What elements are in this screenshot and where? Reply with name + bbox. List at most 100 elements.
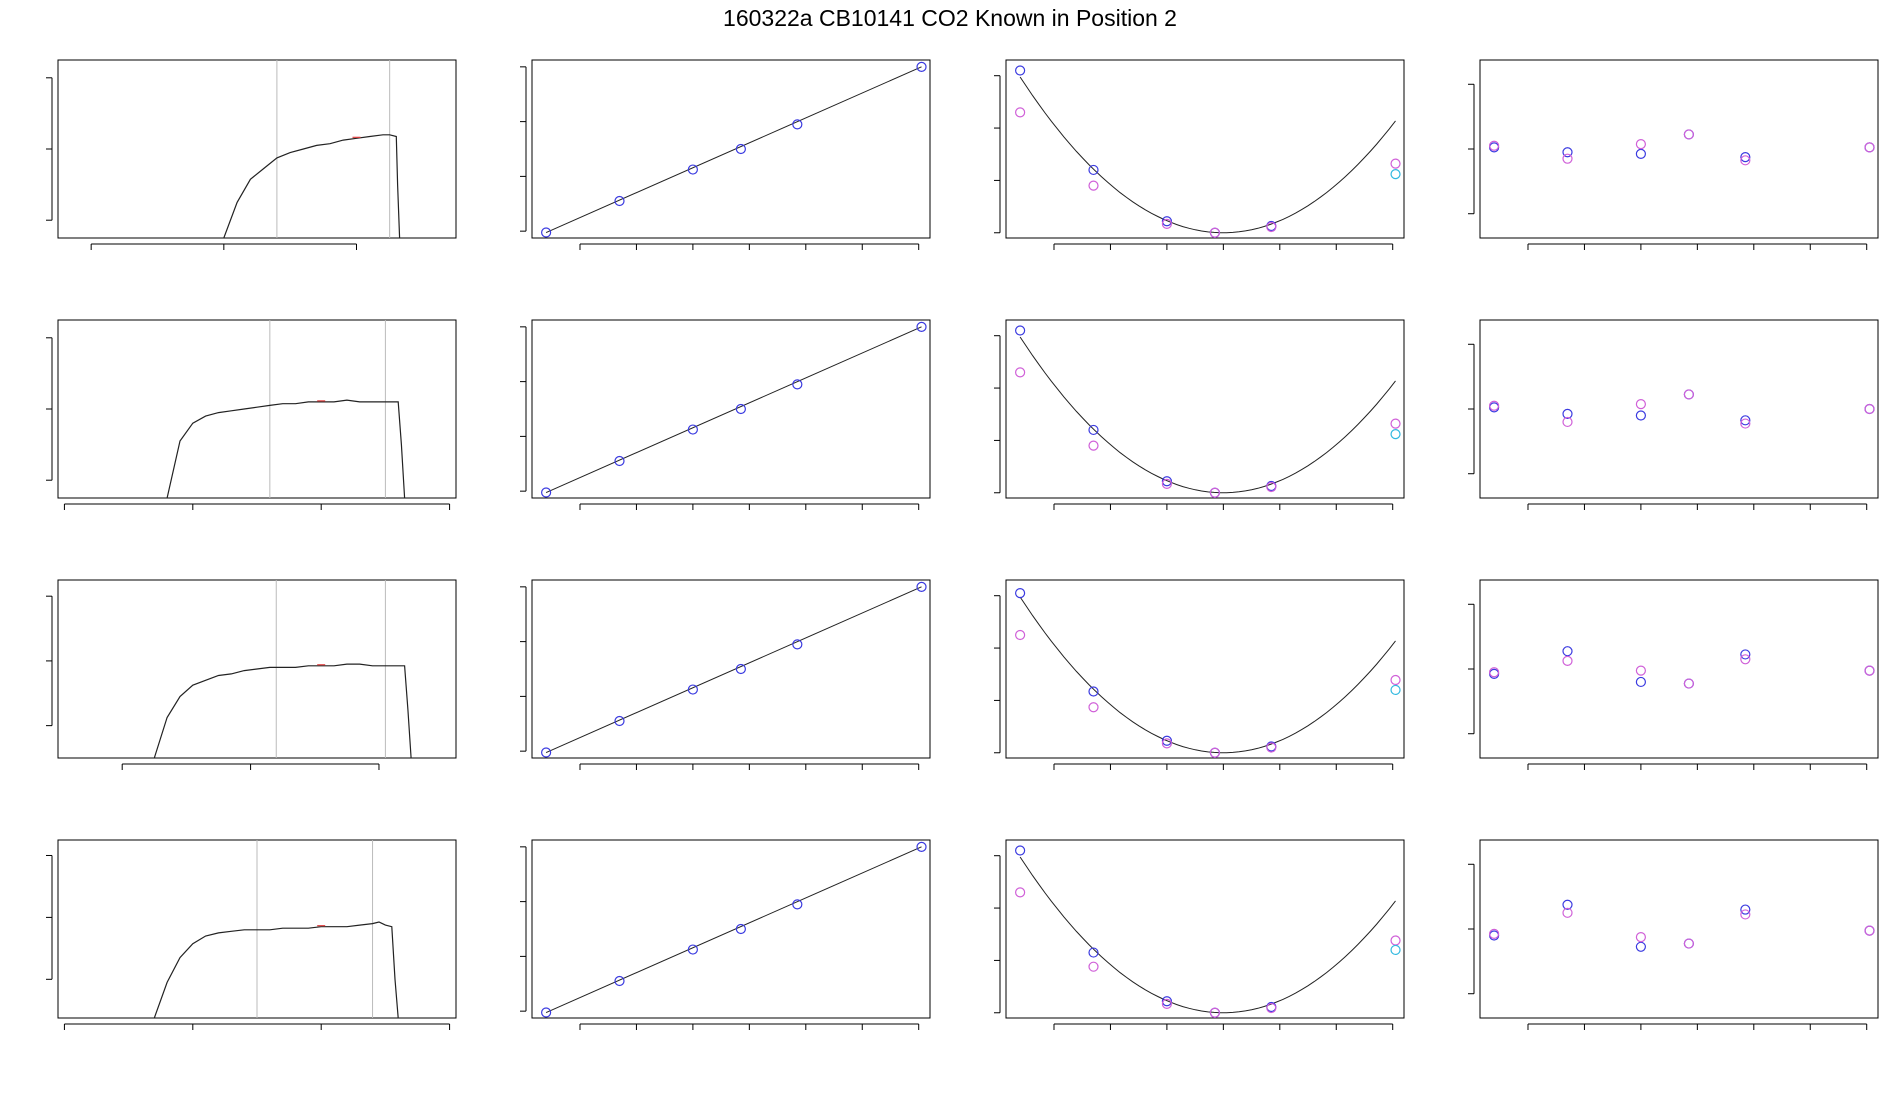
- data-point-known: [687, 684, 698, 695]
- data-point-known: [1740, 151, 1751, 163]
- panel-13: [1468, 59, 1879, 250]
- data-layer: [1019, 596, 1396, 754]
- data-point-alt: [1562, 416, 1573, 428]
- data-point-alt: [1864, 403, 1875, 415]
- plot-frame: [531, 839, 931, 1019]
- plot-frame: [1005, 319, 1405, 499]
- data-point-known: [916, 841, 927, 852]
- data-point-alt: [1635, 665, 1646, 676]
- data-point-known: [1740, 649, 1751, 660]
- data-point-alt: [1635, 399, 1646, 410]
- fit-curve: [1019, 336, 1396, 494]
- data-point-known: [1562, 646, 1573, 657]
- data-point-known: [792, 899, 803, 910]
- plot-frame: [57, 319, 457, 499]
- panel-10: [994, 319, 1405, 510]
- data-point-alt: [1683, 129, 1694, 140]
- data-point-known: [792, 379, 803, 390]
- data-point-alt: [1489, 400, 1500, 411]
- data-point-known: [614, 455, 625, 467]
- fit-curve: [1019, 76, 1396, 234]
- data-point-known: [1635, 676, 1646, 688]
- data-point-known: [916, 61, 927, 72]
- data-layer: [223, 60, 401, 238]
- data-point-known: [1161, 996, 1172, 1007]
- data-point-alt: [1088, 440, 1099, 451]
- data-point-alt: [1740, 418, 1751, 429]
- data-point-known: [1088, 424, 1099, 436]
- data-point-known: [735, 403, 746, 415]
- data-point-known: [1088, 686, 1099, 697]
- data-point-known: [1015, 587, 1026, 599]
- panels: [46, 59, 1879, 1030]
- data-layer: [1019, 856, 1396, 1014]
- data-point-alt: [1635, 139, 1646, 150]
- data-point-alt: [1015, 629, 1026, 641]
- plot-frame: [1005, 579, 1405, 759]
- fit-line: [545, 586, 922, 753]
- data-point-alt: [1390, 158, 1401, 169]
- panel-11: [994, 579, 1405, 770]
- data-trace-line: [153, 921, 399, 1018]
- data-point-alt: [1088, 180, 1099, 191]
- fit-curve: [1019, 596, 1396, 754]
- data-point-position: [1390, 944, 1401, 956]
- data-point-known: [1562, 408, 1573, 419]
- data-point-known: [916, 321, 927, 332]
- data-point-known: [541, 1007, 552, 1018]
- data-point-alt: [1683, 678, 1694, 689]
- data-point-known: [1635, 941, 1646, 952]
- data-point-known: [1015, 845, 1026, 856]
- fit-line: [545, 326, 922, 493]
- data-point-alt: [1562, 153, 1573, 164]
- data-point-known: [792, 119, 803, 130]
- data-point-known: [687, 424, 698, 435]
- data-point-known: [614, 975, 625, 987]
- data-point-alt: [1209, 1007, 1220, 1018]
- data-trace-line: [166, 399, 406, 498]
- plot-frame: [1479, 839, 1879, 1019]
- data-point-known: [614, 715, 625, 727]
- data-point-alt: [1683, 938, 1694, 949]
- data-point-alt: [1209, 747, 1220, 758]
- data-point-alt: [1209, 227, 1220, 238]
- data-layer: [1019, 76, 1396, 234]
- plot-frame: [1479, 59, 1879, 239]
- fit-line: [545, 66, 922, 233]
- data-point-alt: [1390, 935, 1401, 946]
- data-point-known: [735, 663, 746, 675]
- data-point-known: [1088, 947, 1099, 958]
- data-point-alt: [1266, 742, 1277, 753]
- data-point-known: [1015, 65, 1026, 76]
- data-point-alt: [1864, 665, 1875, 676]
- data-point-known: [541, 487, 552, 498]
- data-point-known: [1161, 735, 1172, 746]
- panel-15: [1468, 579, 1879, 770]
- data-point-known: [1635, 410, 1646, 421]
- data-point-alt: [1489, 928, 1500, 939]
- fit-curve: [1019, 856, 1396, 1014]
- plot-frame: [531, 319, 931, 499]
- panel-2: [46, 319, 457, 510]
- data-point-alt: [1266, 481, 1277, 493]
- data-point-alt: [1209, 487, 1220, 498]
- fit-line: [545, 846, 922, 1013]
- data-layer: [153, 840, 399, 1018]
- plot-frame: [57, 59, 457, 239]
- data-layer: [545, 586, 922, 753]
- data-point-known: [1562, 147, 1573, 158]
- data-layer: [545, 846, 922, 1013]
- data-point-alt: [1489, 667, 1500, 678]
- data-point-alt: [1740, 155, 1751, 166]
- plot-frame: [57, 579, 457, 759]
- plot-frame: [531, 579, 931, 759]
- data-point-known: [1740, 415, 1751, 426]
- plot-frame: [531, 59, 931, 239]
- data-point-known: [1635, 148, 1646, 159]
- data-point-alt: [1161, 998, 1172, 1009]
- data-point-alt: [1088, 961, 1099, 972]
- data-point-known: [1740, 904, 1751, 915]
- data-trace-line: [223, 134, 401, 238]
- plot-frame: [1479, 319, 1879, 499]
- data-point-alt: [1266, 1002, 1277, 1014]
